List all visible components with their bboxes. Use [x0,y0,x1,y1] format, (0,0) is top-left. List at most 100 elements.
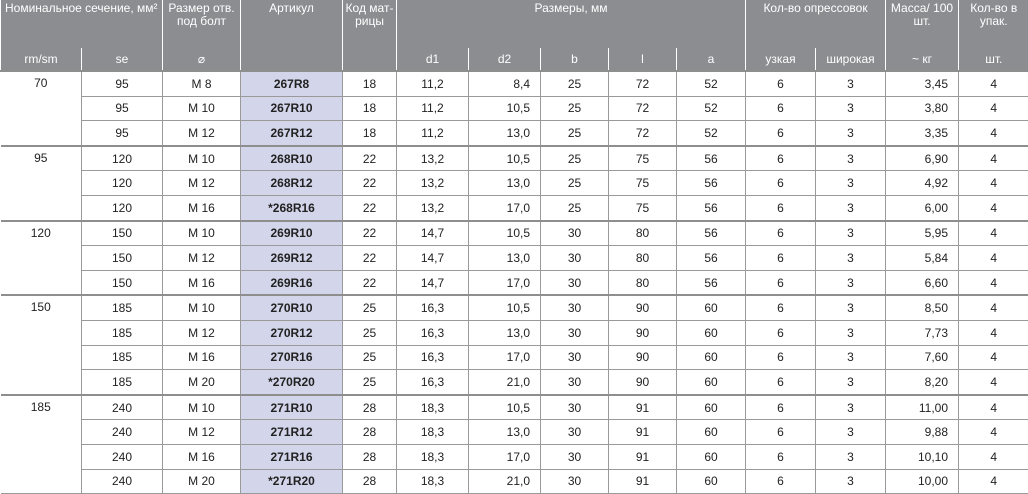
header-bolt: Размер отв. под болт [163,0,241,48]
cell-se: 185 [82,295,163,320]
cell-l: 75 [609,146,677,171]
cell-article: 269R12 [241,246,343,271]
subheader-cell: узкая [746,48,816,71]
cell-bolt: M 10 [163,295,241,320]
cell-article: 270R10 [241,295,343,320]
cell-bolt: M 16 [163,270,241,295]
cell-d2: 10,5 [469,295,541,320]
cell-mass: 4,92 [886,171,959,196]
cell-l: 90 [609,345,677,370]
cell-wide: 3 [816,320,886,345]
cell-mass: 10,10 [886,444,959,469]
cell-se: 95 [82,121,163,146]
cell-narrow: 6 [746,444,816,469]
cell-article: 271R10 [241,395,343,420]
cell-mass: 9,88 [886,420,959,445]
cell-bolt: M 10 [163,96,241,121]
subheader-cell: шт. [959,48,1028,71]
cell-article: 267R8 [241,71,343,96]
cell-article: 269R16 [241,270,343,295]
cell-bolt: M 10 [163,395,241,420]
cell-bolt: M 16 [163,345,241,370]
cell-article: 269R10 [241,221,343,246]
cell-b: 30 [541,420,609,445]
cell-se: 95 [82,96,163,121]
cell-d1: 11,2 [397,121,469,146]
cell-pack: 4 [959,395,1028,420]
cell-die-code: 28 [343,395,397,420]
cell-d1: 16,3 [397,345,469,370]
cell-se: 185 [82,370,163,395]
cell-d2: 10,5 [469,146,541,171]
cell-b: 30 [541,295,609,320]
cell-a: 60 [677,370,746,395]
cell-die-code: 22 [343,195,397,220]
subheader-cell: rm/sm [1,48,82,71]
cell-mass: 3,35 [886,121,959,146]
cell-rm-sm: 70 [1,71,82,146]
cell-die-code: 25 [343,345,397,370]
cell-l: 90 [609,370,677,395]
header-die-code: Код мат-рицы [343,0,397,48]
cell-wide: 3 [816,96,886,121]
cell-d2: 13,0 [469,246,541,271]
cell-d1: 16,3 [397,370,469,395]
cell-article: 270R16 [241,345,343,370]
cell-d2: 17,0 [469,195,541,220]
cell-bolt: M 8 [163,71,241,96]
cell-wide: 3 [816,444,886,469]
cell-article: 270R12 [241,320,343,345]
cell-b: 25 [541,146,609,171]
cell-b: 30 [541,395,609,420]
cell-d2: 10,5 [469,395,541,420]
cell-narrow: 6 [746,221,816,246]
cell-se: 120 [82,146,163,171]
cell-b: 25 [541,121,609,146]
cell-d2: 13,0 [469,320,541,345]
subheader-cell: l [609,48,677,71]
cell-l: 72 [609,121,677,146]
cell-b: 25 [541,195,609,220]
cell-die-code: 25 [343,370,397,395]
cell-die-code: 28 [343,444,397,469]
cell-l: 80 [609,246,677,271]
cell-wide: 3 [816,195,886,220]
cell-wide: 3 [816,420,886,445]
cell-wide: 3 [816,71,886,96]
cell-l: 91 [609,444,677,469]
header-article: Артикул [241,0,343,48]
cell-l: 75 [609,171,677,196]
cell-rm-sm: 150 [1,295,82,394]
cell-b: 30 [541,370,609,395]
cell-b: 30 [541,320,609,345]
cell-d1: 18,3 [397,395,469,420]
cell-se: 150 [82,270,163,295]
subheader-cell [343,48,397,71]
cell-a: 56 [677,195,746,220]
cell-rm-sm: 95 [1,146,82,221]
cell-d1: 16,3 [397,295,469,320]
cell-mass: 7,73 [886,320,959,345]
header-dimensions: Размеры, мм [397,0,746,48]
cell-article: 268R10 [241,146,343,171]
cell-pack: 4 [959,320,1028,345]
cell-mass: 6,90 [886,146,959,171]
cell-se: 185 [82,320,163,345]
cell-d1: 13,2 [397,171,469,196]
cell-se: 240 [82,420,163,445]
cell-die-code: 28 [343,420,397,445]
cell-pack: 4 [959,295,1028,320]
cell-a: 60 [677,320,746,345]
cell-bolt: M 16 [163,444,241,469]
cell-a: 60 [677,420,746,445]
header-mass: Масса/ 100 шт. [886,0,959,48]
cell-narrow: 6 [746,420,816,445]
cell-b: 30 [541,444,609,469]
subheader-cell: d2 [469,48,541,71]
cell-d2: 10,5 [469,96,541,121]
